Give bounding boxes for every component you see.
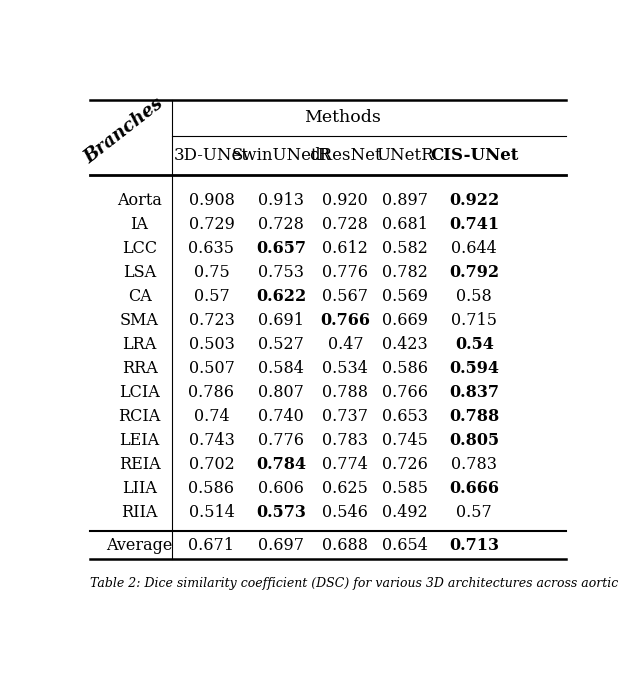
Text: 0.75: 0.75	[193, 264, 229, 281]
Text: 0.745: 0.745	[382, 433, 428, 450]
Text: 0.57: 0.57	[456, 504, 492, 521]
Text: 0.423: 0.423	[382, 336, 428, 353]
Text: 0.74: 0.74	[194, 408, 229, 425]
Text: 0.743: 0.743	[189, 433, 234, 450]
Text: 0.625: 0.625	[323, 481, 368, 498]
Text: 0.776: 0.776	[258, 433, 304, 450]
Text: 0.612: 0.612	[323, 240, 368, 257]
Text: 0.573: 0.573	[256, 504, 306, 521]
Text: 0.766: 0.766	[382, 384, 428, 401]
Text: Average: Average	[106, 538, 173, 555]
Text: 0.783: 0.783	[323, 433, 369, 450]
Text: 0.57: 0.57	[193, 288, 229, 305]
Text: 0.507: 0.507	[189, 360, 234, 377]
Text: 0.753: 0.753	[258, 264, 304, 281]
Text: 0.503: 0.503	[189, 336, 234, 353]
Text: 0.691: 0.691	[258, 312, 304, 329]
Text: 0.807: 0.807	[258, 384, 304, 401]
Text: 0.788: 0.788	[449, 408, 499, 425]
Text: 0.837: 0.837	[449, 384, 499, 401]
Text: 0.908: 0.908	[189, 192, 234, 209]
Text: 0.920: 0.920	[323, 192, 368, 209]
Text: 0.594: 0.594	[449, 360, 499, 377]
Text: REIA: REIA	[118, 456, 161, 473]
Text: 0.726: 0.726	[382, 456, 428, 473]
Text: Branches: Branches	[81, 94, 166, 167]
Text: 0.567: 0.567	[323, 288, 369, 305]
Text: LRA: LRA	[122, 336, 157, 353]
Text: 0.514: 0.514	[189, 504, 234, 521]
Text: 0.669: 0.669	[382, 312, 428, 329]
Text: RRA: RRA	[122, 360, 157, 377]
Text: 0.47: 0.47	[328, 336, 363, 353]
Text: CA: CA	[127, 288, 152, 305]
Text: 0.713: 0.713	[449, 538, 499, 555]
Text: RCIA: RCIA	[118, 408, 161, 425]
Text: 0.805: 0.805	[449, 433, 499, 450]
Text: 0.766: 0.766	[321, 312, 371, 329]
Text: 0.622: 0.622	[256, 288, 306, 305]
Text: 0.788: 0.788	[323, 384, 369, 401]
Text: Methods: Methods	[305, 109, 381, 126]
Text: 0.584: 0.584	[258, 360, 304, 377]
Text: 0.688: 0.688	[323, 538, 369, 555]
Text: 0.922: 0.922	[449, 192, 499, 209]
Text: LSA: LSA	[123, 264, 156, 281]
Text: 0.582: 0.582	[382, 240, 428, 257]
Text: 0.786: 0.786	[188, 384, 234, 401]
Text: 0.897: 0.897	[382, 192, 428, 209]
Text: UNetR: UNetR	[376, 147, 434, 164]
Text: LIIA: LIIA	[122, 481, 157, 498]
Text: 0.774: 0.774	[323, 456, 368, 473]
Text: CIS-UNet: CIS-UNet	[430, 147, 518, 164]
Text: 3D-UNet: 3D-UNet	[174, 147, 249, 164]
Text: LEIA: LEIA	[120, 433, 159, 450]
Text: 0.681: 0.681	[382, 216, 428, 233]
Text: 0.723: 0.723	[189, 312, 234, 329]
Text: 0.702: 0.702	[189, 456, 234, 473]
Text: 0.782: 0.782	[382, 264, 428, 281]
Text: IA: IA	[131, 216, 148, 233]
Text: 0.783: 0.783	[451, 456, 497, 473]
Text: 0.585: 0.585	[382, 481, 428, 498]
Text: 0.527: 0.527	[258, 336, 304, 353]
Text: RIIA: RIIA	[122, 504, 157, 521]
Text: 0.569: 0.569	[382, 288, 428, 305]
Text: 0.741: 0.741	[449, 216, 499, 233]
Text: 0.546: 0.546	[323, 504, 368, 521]
Text: 0.666: 0.666	[449, 481, 499, 498]
Text: 0.715: 0.715	[451, 312, 497, 329]
Text: 0.534: 0.534	[323, 360, 368, 377]
Text: Table 2: Dice similarity coefficient (DSC) for various 3D architectures across a: Table 2: Dice similarity coefficient (DS…	[90, 578, 618, 591]
Text: SMA: SMA	[120, 312, 159, 329]
Text: 0.729: 0.729	[189, 216, 234, 233]
Text: 0.586: 0.586	[188, 481, 234, 498]
Text: 0.784: 0.784	[256, 456, 306, 473]
Text: 0.586: 0.586	[382, 360, 428, 377]
Text: 0.792: 0.792	[449, 264, 499, 281]
Text: 0.635: 0.635	[188, 240, 234, 257]
Text: 0.654: 0.654	[382, 538, 428, 555]
Text: LCC: LCC	[122, 240, 157, 257]
Text: 0.492: 0.492	[382, 504, 428, 521]
Text: 0.58: 0.58	[456, 288, 492, 305]
Text: SwinUNetR: SwinUNetR	[231, 147, 330, 164]
Text: 0.740: 0.740	[258, 408, 304, 425]
Text: 0.913: 0.913	[258, 192, 304, 209]
Text: LCIA: LCIA	[119, 384, 160, 401]
Text: 0.606: 0.606	[258, 481, 304, 498]
Text: 0.776: 0.776	[323, 264, 369, 281]
Text: 0.54: 0.54	[455, 336, 493, 353]
Text: dResNet: dResNet	[309, 147, 381, 164]
Text: 0.644: 0.644	[451, 240, 497, 257]
Text: 0.737: 0.737	[323, 408, 369, 425]
Text: 0.728: 0.728	[258, 216, 304, 233]
Text: Aorta: Aorta	[117, 192, 162, 209]
Text: 0.728: 0.728	[323, 216, 368, 233]
Text: 0.657: 0.657	[256, 240, 306, 257]
Text: 0.697: 0.697	[258, 538, 304, 555]
Text: 0.671: 0.671	[188, 538, 234, 555]
Text: 0.653: 0.653	[382, 408, 428, 425]
